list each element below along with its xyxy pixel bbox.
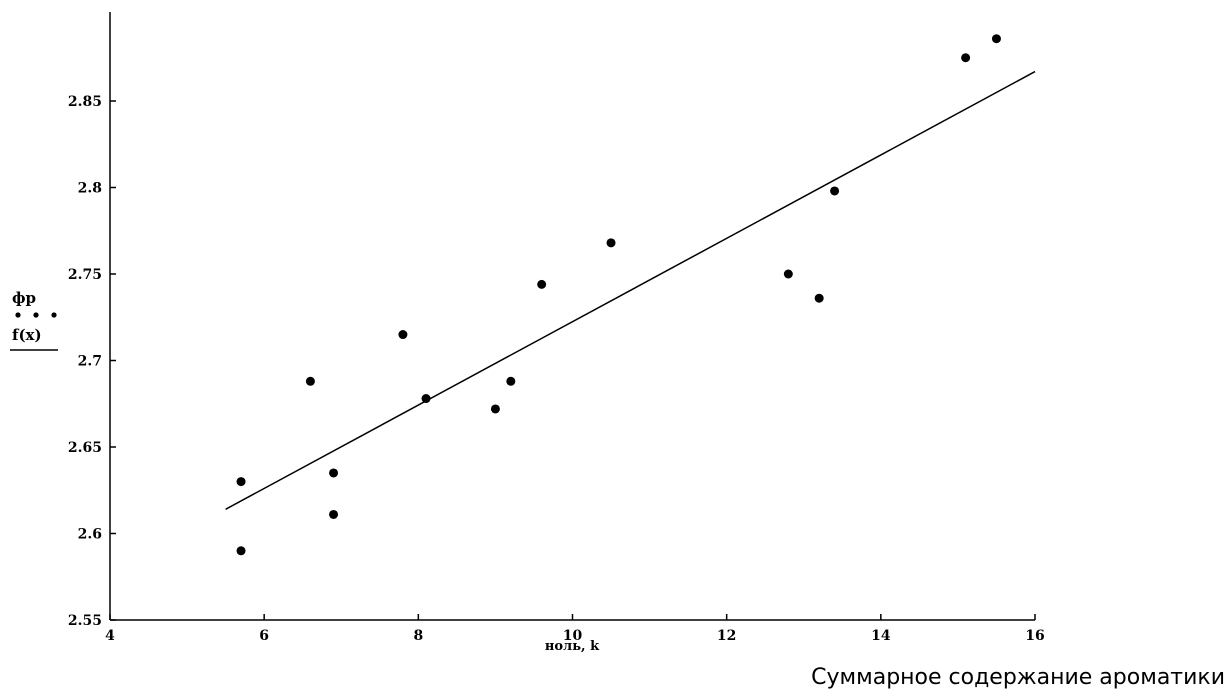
x-tick-label: 8 bbox=[413, 628, 423, 644]
data-point bbox=[783, 269, 793, 279]
y-axis-label: фр f(x) bbox=[10, 289, 58, 351]
data-point bbox=[421, 394, 431, 404]
data-points bbox=[236, 34, 1001, 556]
data-point bbox=[236, 546, 246, 556]
data-point bbox=[236, 477, 246, 487]
y-tick-label: 2.85 bbox=[68, 94, 102, 110]
x-tick-label: 12 bbox=[717, 628, 736, 644]
data-point bbox=[305, 376, 315, 386]
legend-dot bbox=[33, 312, 39, 318]
legend-dot bbox=[51, 312, 57, 318]
x-tick-label: 4 bbox=[105, 628, 115, 644]
data-point bbox=[537, 279, 547, 289]
axes bbox=[109, 12, 1035, 621]
data-point bbox=[329, 509, 339, 519]
data-point bbox=[606, 238, 616, 248]
y-axis-label-bottom: f(x) bbox=[12, 326, 42, 344]
fit-line bbox=[225, 70, 1036, 510]
data-point bbox=[991, 34, 1001, 44]
data-point bbox=[830, 186, 840, 196]
x-tick-label: 10 bbox=[563, 628, 583, 644]
fit-line-layer bbox=[225, 70, 1036, 510]
y-tick-label: 2.6 bbox=[78, 527, 102, 543]
chart-caption: Суммарное содержание ароматики bbox=[811, 665, 1225, 690]
y-tick-label: 2.65 bbox=[68, 440, 102, 456]
data-point bbox=[506, 376, 516, 386]
legend-dot bbox=[15, 312, 21, 318]
x-axis-label: ноль, k bbox=[545, 639, 600, 654]
y-axis-label-top: фр bbox=[12, 289, 36, 307]
y-tick-label: 2.75 bbox=[68, 267, 102, 283]
data-point bbox=[814, 293, 824, 303]
data-point bbox=[398, 330, 408, 340]
x-tick-label: 14 bbox=[871, 628, 891, 644]
y-tick-label: 2.55 bbox=[68, 613, 102, 629]
x-tick-label: 6 bbox=[259, 628, 269, 644]
y-tick-label: 2.7 bbox=[78, 354, 102, 370]
data-point bbox=[490, 404, 500, 414]
y-ticks: 2.55 2.6 2.65 2.7 2.75 2.8 2.85 bbox=[68, 94, 116, 629]
x-ticks: 4 6 8 10 12 14 16 bbox=[105, 614, 1045, 644]
y-tick-label: 2.8 bbox=[78, 181, 102, 197]
data-point bbox=[329, 468, 339, 478]
x-tick-label: 16 bbox=[1025, 628, 1044, 644]
data-point bbox=[961, 53, 971, 63]
